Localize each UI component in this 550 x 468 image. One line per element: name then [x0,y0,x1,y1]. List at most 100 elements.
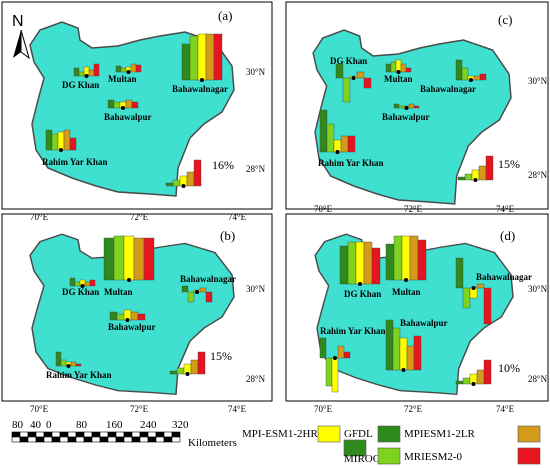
d-lon-72: 72°E [404,404,423,414]
a-multan-bar-1 [120,67,127,73]
d-lat-30: 30°N [528,284,548,294]
scale-block-top-2 [27,431,37,438]
legend-label-gfdl: GFDL [344,428,373,440]
d-dgkhan-marker [358,282,362,286]
d-lat-28: 28°N [528,374,548,384]
b-bahawalnagar-marker [195,290,199,294]
d-city-bahawalpur: Bahawalpur [400,318,448,328]
a-multan-bar-0 [115,65,122,73]
a-legend-bar-4 [193,159,202,187]
scale-240: 240 [140,419,157,431]
bar-glyphs [45,33,494,393]
d-multan-bar-4 [417,239,427,281]
scale-block-bottom-12 [107,436,117,443]
panel-d-percent: 10% [498,361,520,375]
scale-block-top-14 [123,431,133,438]
d-multan-bar-3 [409,235,419,281]
d-rahimyarkhan-marker [333,356,337,360]
b-lon-74: 74°E [228,404,247,414]
scale-block-bottom-5 [51,436,61,443]
scale-block-top-10 [91,431,101,438]
a-rahimyarkhan-bar-4 [69,137,77,151]
d-bahawalnagar-bar-4 [483,287,492,325]
b-city-bahawalpur: Bahawalpur [108,322,156,332]
scale-block-top-11 [99,431,109,438]
c-legend-bar-3 [478,165,487,181]
d-rahimyarkhan-bar-0 [319,337,327,359]
c-rahimyarkhan-marker [335,150,340,154]
scale-0: 0 [46,419,52,431]
a-bahawalnagar-bar-3 [205,33,215,81]
c-city-bahawalnagar: Bahawalnagar [420,84,476,94]
scale-block-top-15 [131,431,141,438]
a-dgkhan-bar-3 [88,69,95,77]
a-rahimyarkhan-marker [59,148,63,152]
scale-block-top-5 [51,431,61,438]
a-dgkhan-marker [84,74,89,78]
scale-block-top-17 [147,431,157,438]
b-city-bahawalnagar: Bahawalnagar [180,274,236,284]
north-label: N [12,13,24,30]
c-rahimyarkhan-bar-4 [347,135,356,153]
a-legend-bar-0 [165,182,174,187]
b-multan-marker [127,278,131,282]
b-bahawalpur-bar-4 [137,313,146,321]
a-lat-28: 28°N [246,164,266,174]
a-lon-70: 70°E [30,212,49,222]
scale-block-bottom-20 [171,436,181,443]
b-rahimyarkhan-bar-4 [75,363,82,367]
panel-b-percent: 15% [210,349,232,363]
b-city-rahimyarkhan: Rahim Yar Khan [46,370,112,380]
c-dgkhan-marker [351,76,356,80]
c-rahimyarkhan-bar-0 [319,109,328,153]
b-legend-bar-0 [169,370,178,375]
b-bahawalpur-bar-3 [130,311,139,321]
b-multan-bar-1 [113,235,125,281]
b-bahawalnagar-bar-3 [199,287,207,293]
d-dgkhan-bar-1 [347,241,357,285]
d-legend-bar-4 [483,359,492,385]
legend-label-mpi-lr: MPIESM1-2LR [404,428,476,440]
d-rahimyarkhan-bar-4 [343,351,351,359]
c-lon-74: 74°E [496,204,515,214]
b-rahimyarkhan-bar-0 [55,351,62,367]
c-legend-bar-0 [457,176,466,181]
c-legend-bar-1 [464,173,473,181]
a-dgkhan-bar-0 [73,67,80,77]
d-rahimyarkhan-bar-1 [325,357,333,387]
scale-80a: 80 [12,419,24,431]
panel-b-label: (b) [220,228,235,243]
c-dgkhan-bar-1 [342,77,351,103]
scale-block-bottom-19 [163,436,173,443]
d-bahawalpur-bar-4 [413,335,422,371]
a-rahimyarkhan-bar-3 [63,129,71,151]
d-bahawalpur-bar-0 [385,319,394,371]
d-rahimyarkhan-bar-3 [337,345,345,359]
c-city-bahawalpur: Bahawalpur [382,112,430,122]
scale-80b: 80 [76,419,88,431]
a-bahawalpur-bar-4 [131,101,139,109]
a-city-bahawalnagar: Bahawalnagar [172,84,228,94]
scale-block-top-20 [171,431,181,438]
scale-block-top-3 [35,431,45,438]
d-city-bahawalnagar: Bahawalnagar [476,272,532,282]
legend-label-mri: MRIESM2-0 [404,451,463,463]
scale-block-top-9 [83,431,93,438]
d-city-multan: Multan [392,287,421,297]
a-lon-72: 72°E [130,212,149,222]
scale-block-bottom-18 [155,436,165,443]
b-legend-bar-4 [197,351,206,375]
a-multan-bar-3 [130,63,137,73]
scale-320: 320 [172,419,189,431]
a-multan-bar-4 [135,64,142,73]
c-bahawalnagar-marker [469,78,473,82]
coordinate-ticks: 30°N 28°N 70°E 72°E 74°E 30°N 28°N 70°E … [30,67,548,414]
a-dgkhan-bar-4 [93,63,100,77]
c-dgkhan-bar-4 [363,77,372,89]
b-legend-marker [185,372,190,376]
b-multan-bar-2 [123,235,135,281]
d-legend-bar-1 [462,377,471,385]
d-bahawalpur-bar-1 [392,327,401,371]
d-legend-bar-0 [455,380,464,385]
c-bahawalpur-bar-3 [408,103,415,109]
